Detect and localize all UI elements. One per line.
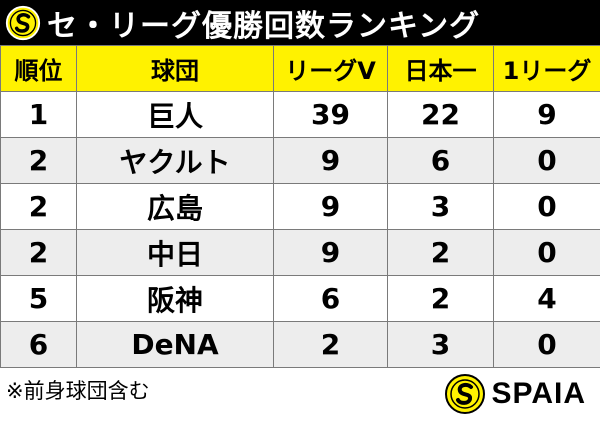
team-cell: 広島 [76,183,274,230]
japan-series-wins-cell: 22 [387,91,494,138]
league-wins-cell: 9 [273,229,388,276]
japan-series-wins-cell: 3 [387,183,494,230]
one-league-wins-cell: 0 [493,229,600,276]
japan-series-wins-cell: 2 [387,275,494,322]
one-league-wins-cell: 0 [493,321,600,368]
rank-cell: 2 [0,137,77,184]
column-header-league-wins: リーグV [273,45,388,92]
column-header-japan-series-wins: 日本一 [387,45,494,92]
team-cell: 巨人 [76,91,274,138]
table-header-row: 順位 球団 リーグV 日本一 1リーグ [0,45,600,92]
league-wins-cell: 2 [273,321,388,368]
league-wins-cell: 39 [273,91,388,138]
table-row: 2 広島 9 3 0 [0,183,600,230]
table-row: 2 中日 9 2 0 [0,229,600,276]
rank-cell: 5 [0,275,77,322]
league-wins-cell: 6 [273,275,388,322]
one-league-wins-cell: 4 [493,275,600,322]
japan-series-wins-cell: 2 [387,229,494,276]
brand-logo: SPAIA [444,374,586,414]
rank-cell: 1 [0,91,77,138]
team-cell: 阪神 [76,275,274,322]
japan-series-wins-cell: 6 [387,137,494,184]
team-cell: ヤクルト [76,137,274,184]
team-cell: 中日 [76,229,274,276]
rank-cell: 2 [0,229,77,276]
spaia-logo-icon [444,374,485,414]
team-cell: DeNA [76,321,274,368]
rank-cell: 6 [0,321,77,368]
one-league-wins-cell: 0 [493,183,600,230]
footnote: ※前身球団含む [6,379,150,403]
ranking-table: 順位 球団 リーグV 日本一 1リーグ 1 巨人 39 22 9 2 ヤクルト … [0,45,600,368]
one-league-wins-cell: 0 [493,137,600,184]
japan-series-wins-cell: 3 [387,321,494,368]
title-bar: セ・リーグ優勝回数ランキング [0,0,600,45]
one-league-wins-cell: 9 [493,91,600,138]
table-row: 2 ヤクルト 9 6 0 [0,137,600,184]
spaia-logo-icon [5,5,41,40]
brand-name: SPAIA [491,377,586,410]
table-row: 6 DeNA 2 3 0 [0,321,600,368]
league-wins-cell: 9 [273,137,388,184]
column-header-team: 球団 [76,45,274,92]
column-header-one-league-wins: 1リーグ [493,45,600,92]
league-wins-cell: 9 [273,183,388,230]
table-row: 5 阪神 6 2 4 [0,275,600,322]
table-row: 1 巨人 39 22 9 [0,91,600,138]
page-title: セ・リーグ優勝回数ランキング [47,8,481,44]
rank-cell: 2 [0,183,77,230]
column-header-rank: 順位 [0,45,77,92]
